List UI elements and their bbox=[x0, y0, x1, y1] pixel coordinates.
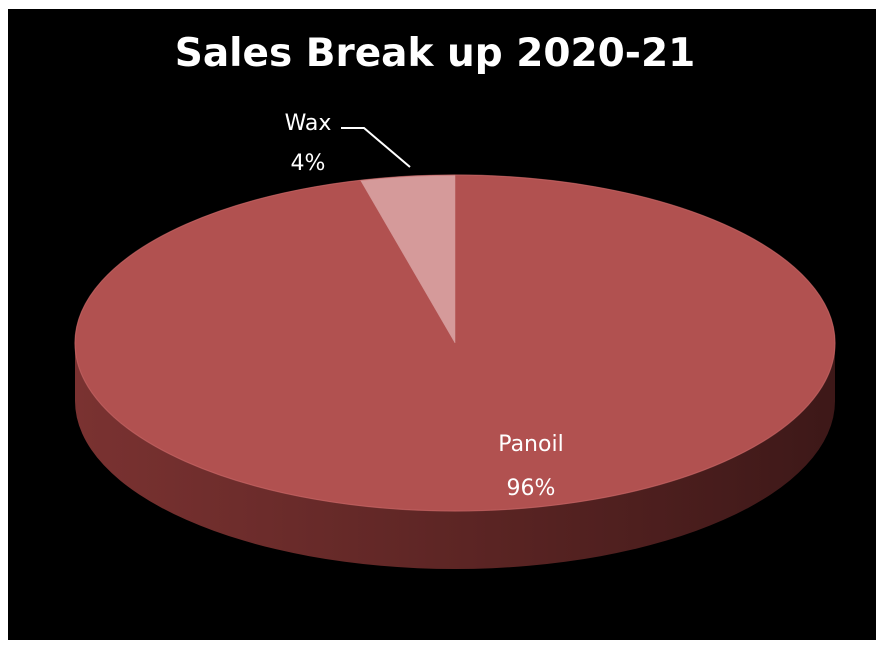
chart-area: Sales Break up 2020-21 Panoil 96% Wax 4% bbox=[8, 9, 876, 640]
label-panoil-category: Panoil bbox=[498, 432, 563, 457]
label-panoil-percent: 96% bbox=[507, 476, 556, 501]
data-labels: Panoil 96% Wax 4% bbox=[285, 111, 564, 501]
pie-chart: Sales Break up 2020-21 Panoil 96% Wax 4% bbox=[74, 31, 836, 569]
pie-side-wall bbox=[75, 343, 835, 569]
pie-rim bbox=[74, 174, 836, 512]
pie-body bbox=[74, 174, 836, 569]
label-wax-percent: 4% bbox=[291, 151, 326, 176]
label-wax-category: Wax bbox=[285, 111, 332, 136]
chart-title: Sales Break up 2020-21 bbox=[175, 31, 696, 76]
wax-leader-line bbox=[341, 127, 411, 168]
